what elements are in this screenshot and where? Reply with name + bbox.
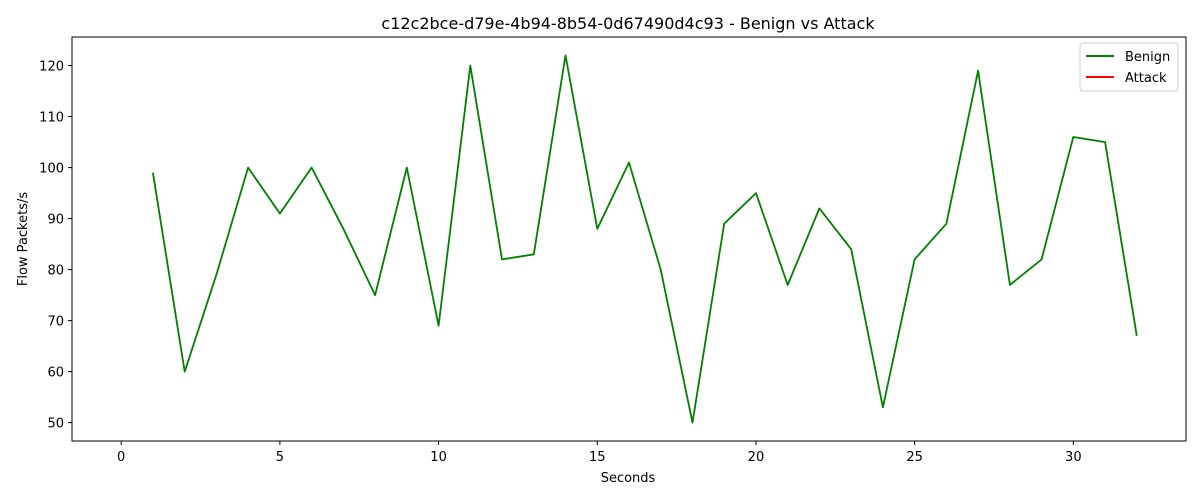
x-tick-label: 30	[1065, 450, 1082, 465]
x-tick-label: 5	[276, 450, 284, 465]
y-tick-label: 100	[39, 162, 64, 177]
x-axis-label: Seconds	[601, 471, 656, 486]
y-tick-label: 50	[47, 417, 64, 432]
series-line-benign	[152, 54, 1138, 424]
chart-title: c12c2bce-d79e-4b94-8b54-0d67490d4c93 - B…	[381, 14, 875, 33]
x-tick-label: 15	[589, 450, 606, 465]
x-tick-label: 20	[748, 450, 765, 465]
legend-label-benign: Benign	[1125, 50, 1170, 65]
x-tick-label: 0	[117, 450, 125, 465]
plot-area: 0 5 10 15 20 25 30 50 60 70 80 90 100 110 120	[39, 36, 1187, 465]
x-tick-label: 10	[430, 450, 447, 465]
y-tick-label: 80	[47, 264, 64, 279]
legend-label-attack: Attack	[1125, 71, 1167, 86]
legend: Benign Attack	[1079, 42, 1179, 92]
x-axis: 0 5 10 15 20 25 30	[117, 441, 1082, 465]
series-layer	[152, 54, 1138, 424]
y-tick-label: 90	[47, 213, 64, 228]
plot-frame	[71, 36, 1187, 442]
y-tick-label: 110	[39, 111, 64, 126]
y-tick-label: 60	[47, 366, 64, 381]
y-axis-label: Flow Packets/s	[16, 192, 31, 286]
y-tick-label: 120	[39, 60, 64, 75]
y-tick-label: 70	[47, 315, 64, 330]
x-tick-label: 25	[906, 450, 923, 465]
y-axis: 50 60 70 80 90 100 110 120	[39, 60, 72, 432]
